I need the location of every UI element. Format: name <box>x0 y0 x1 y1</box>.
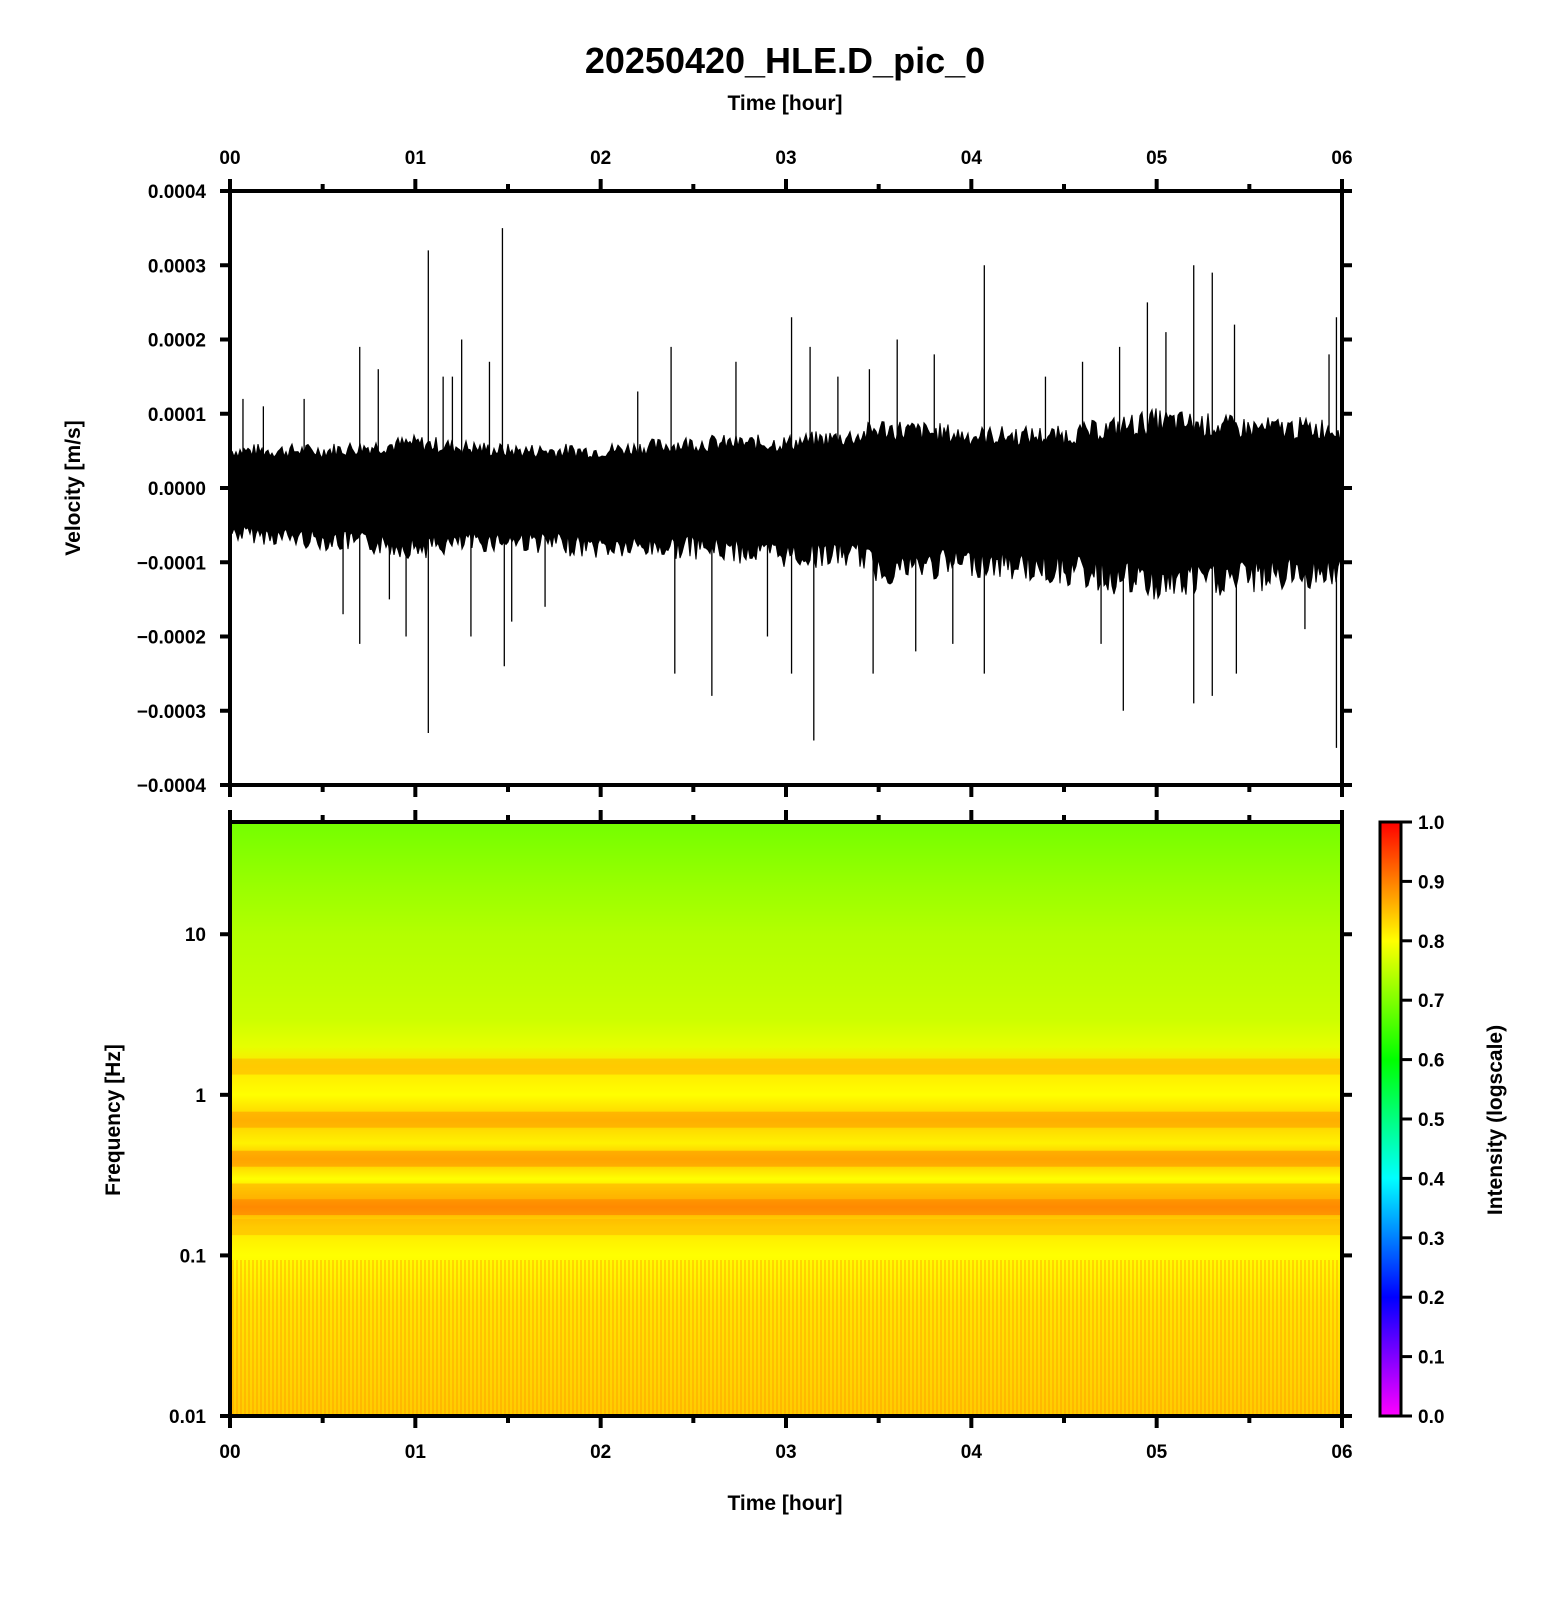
bottom-x-axis-label: Time [hour] <box>727 1492 842 1515</box>
x-tick-label: 03 <box>775 148 796 169</box>
waveform-bottom-x-ticks <box>228 785 1344 797</box>
colorbar-tick-label: 0.8 <box>1418 932 1444 953</box>
spectral-band <box>230 1183 1342 1200</box>
spectrogram-panel: 00 01 02 03 04 05 06 0.01 0.1 1 10 Frequency [Hz]… <box>102 810 1353 1515</box>
spectrogram-texture <box>230 1260 1342 1416</box>
waveform-panel: 00 01 02 03 04 05 06 −0.0004−0.0003−0.0002−0.0… <box>62 148 1353 797</box>
x-tick-label: 04 <box>961 148 983 169</box>
colorbar-tick-label: 0.2 <box>1418 1288 1444 1309</box>
waveform-y-axis-label: Velocity [m/s] <box>62 420 85 555</box>
x-tick-label: 05 <box>1146 148 1168 169</box>
x-tick-label: 05 <box>1146 1442 1168 1463</box>
y-tick-label: −0.0003 <box>137 702 206 723</box>
colorbar: 0.0 0.1 0.2 0.3 0.4 0.5 0.6 0.7 0.8 0.9 1.0 Intens… <box>1378 813 1507 1428</box>
spectral-band <box>230 1219 1342 1236</box>
chart-title: 20250420_HLE.D_pic_0 <box>585 40 985 81</box>
colorbar-tick-label: 0.4 <box>1418 1169 1445 1190</box>
colorbar-tick-label: 0.1 <box>1418 1348 1445 1369</box>
y-tick-label: −0.0001 <box>137 553 207 574</box>
x-tick-label: 06 <box>1331 1442 1352 1463</box>
x-tick-label: 02 <box>590 1442 611 1463</box>
x-tick-label: 01 <box>405 1442 427 1463</box>
waveform-envelope-fill <box>231 407 1341 600</box>
waveform-y-ticks: −0.0004 −0.0003 −0.0002 −0.0001 0.0000 0.0001… <box>137 182 1352 797</box>
waveform-spikes <box>242 228 1338 748</box>
x-tick-label: 02 <box>590 148 611 169</box>
y-tick-label: 0.01 <box>169 1407 206 1428</box>
spectral-band <box>230 1111 1342 1128</box>
spectrogram-y-axis-label: Frequency [Hz] <box>102 1044 125 1196</box>
colorbar-gradient <box>1378 820 1403 1418</box>
top-x-axis-label: Time [hour] <box>727 92 842 115</box>
x-tick-label: 04 <box>961 1442 983 1463</box>
colorbar-tick-label: 0.0 <box>1418 1407 1444 1428</box>
colorbar-ticks: 0.0 0.1 0.2 0.3 0.4 0.5 0.6 0.7 0.8 0.9 1.0 <box>1401 813 1445 1428</box>
colorbar-tick-label: 0.6 <box>1418 1051 1444 1072</box>
colorbar-label: Intensity (logscale) <box>1484 1025 1507 1215</box>
spectrogram-top-x-ticks <box>228 810 1344 822</box>
y-tick-label: 10 <box>185 925 206 946</box>
y-tick-label: 0.0004 <box>148 182 207 203</box>
x-tick-label: 03 <box>775 1442 796 1463</box>
x-tick-label: 00 <box>219 148 240 169</box>
colorbar-tick-label: 1.0 <box>1418 813 1444 834</box>
spectrogram-y-ticks: 0.01 0.1 1 10 <box>169 925 1352 1428</box>
spectral-band <box>230 1199 1342 1216</box>
spectrogram-bands <box>230 1058 1342 1236</box>
waveform-envelope <box>231 407 1341 600</box>
y-tick-label: 0.0000 <box>148 479 206 500</box>
y-tick-label: 0.0001 <box>148 405 207 426</box>
colorbar-tick-label: 0.3 <box>1418 1229 1444 1250</box>
y-tick-label: 0.0003 <box>148 256 206 277</box>
spectrogram-bottom-x-ticks: 00 01 02 03 04 05 06 <box>219 1416 1353 1463</box>
waveform-top-x-ticks: 00 01 02 03 04 05 06 <box>219 148 1353 191</box>
y-tick-label: −0.0002 <box>137 628 206 649</box>
y-tick-label: 0.1 <box>180 1246 207 1267</box>
x-tick-label: 06 <box>1331 148 1352 169</box>
spectral-band <box>230 1150 1342 1167</box>
colorbar-tick-label: 0.9 <box>1418 872 1444 893</box>
spectral-band <box>230 1058 1342 1075</box>
colorbar-tick-label: 0.5 <box>1418 1110 1445 1131</box>
x-tick-label: 01 <box>405 148 427 169</box>
x-tick-label: 00 <box>219 1442 240 1463</box>
y-tick-label: 1 <box>195 1086 206 1107</box>
y-tick-label: 0.0002 <box>148 331 206 352</box>
y-tick-label: −0.0004 <box>137 776 207 797</box>
colorbar-tick-label: 0.7 <box>1418 991 1444 1012</box>
